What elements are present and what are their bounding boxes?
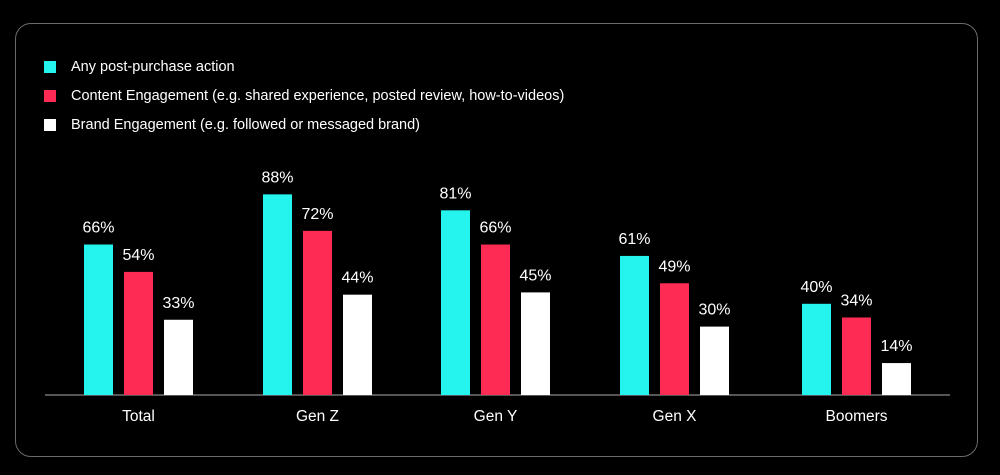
legend-swatch-brand-engagement <box>44 118 56 131</box>
data-label-brand-engagement-boomers: 14% <box>880 338 912 355</box>
category-label-gen-z: Gen Z <box>296 408 339 425</box>
bar-brand-engagement-gen-y <box>521 292 550 395</box>
data-label-content-engagement-boomers: 34% <box>840 292 872 309</box>
data-label-brand-engagement-gen-z: 44% <box>341 270 373 287</box>
data-label-any-action-gen-y: 81% <box>439 185 471 202</box>
category-label-gen-x: Gen X <box>653 408 698 425</box>
data-label-content-engagement-gen-y: 66% <box>479 220 511 237</box>
bar-content-engagement-gen-z <box>303 230 332 395</box>
bar-brand-engagement-total <box>164 319 193 395</box>
data-label-brand-engagement-gen-x: 30% <box>698 302 730 319</box>
data-label-any-action-gen-x: 61% <box>618 231 650 248</box>
bar-brand-engagement-gen-z <box>343 294 372 395</box>
data-label-any-action-gen-z: 88% <box>261 169 293 186</box>
legend-item-content-engagement: Content Engagement (e.g. shared experien… <box>44 81 564 110</box>
legend-swatch-content-engagement <box>44 89 56 102</box>
data-label-brand-engagement-total: 33% <box>162 295 194 312</box>
data-label-any-action-boomers: 40% <box>800 279 832 296</box>
data-label-content-engagement-gen-x: 49% <box>658 258 690 275</box>
data-label-content-engagement-gen-z: 72% <box>301 206 333 223</box>
data-label-content-engagement-total: 54% <box>122 247 154 264</box>
bar-brand-engagement-boomers <box>882 363 911 395</box>
bar-any-action-gen-y <box>441 210 470 395</box>
legend-swatch-any-action <box>44 60 56 73</box>
bar-any-action-gen-z <box>263 194 292 395</box>
legend-item-any-action: Any post-purchase action <box>44 52 564 81</box>
bar-content-engagement-gen-y <box>481 244 510 395</box>
bar-any-action-boomers <box>802 303 831 395</box>
bar-content-engagement-total <box>124 271 153 395</box>
legend-label-brand-engagement: Brand Engagement (e.g. followed or messa… <box>71 116 421 133</box>
data-label-brand-engagement-gen-y: 45% <box>519 267 551 284</box>
category-label-total: Total <box>122 408 155 425</box>
bar-any-action-total <box>84 244 113 395</box>
legend: Any post-purchase action Content Engagem… <box>44 52 564 139</box>
data-label-any-action-total: 66% <box>82 220 114 237</box>
bar-brand-engagement-gen-x <box>700 326 729 395</box>
bar-content-engagement-gen-x <box>660 283 689 395</box>
category-label-gen-y: Gen Y <box>474 408 518 425</box>
bar-content-engagement-boomers <box>842 317 871 395</box>
bar-any-action-gen-x <box>620 255 649 395</box>
legend-item-brand-engagement: Brand Engagement (e.g. followed or messa… <box>44 110 564 139</box>
legend-label-any-action: Any post-purchase action <box>71 58 235 75</box>
legend-label-content-engagement: Content Engagement (e.g. shared experien… <box>71 87 565 104</box>
category-label-boomers: Boomers <box>825 408 887 425</box>
